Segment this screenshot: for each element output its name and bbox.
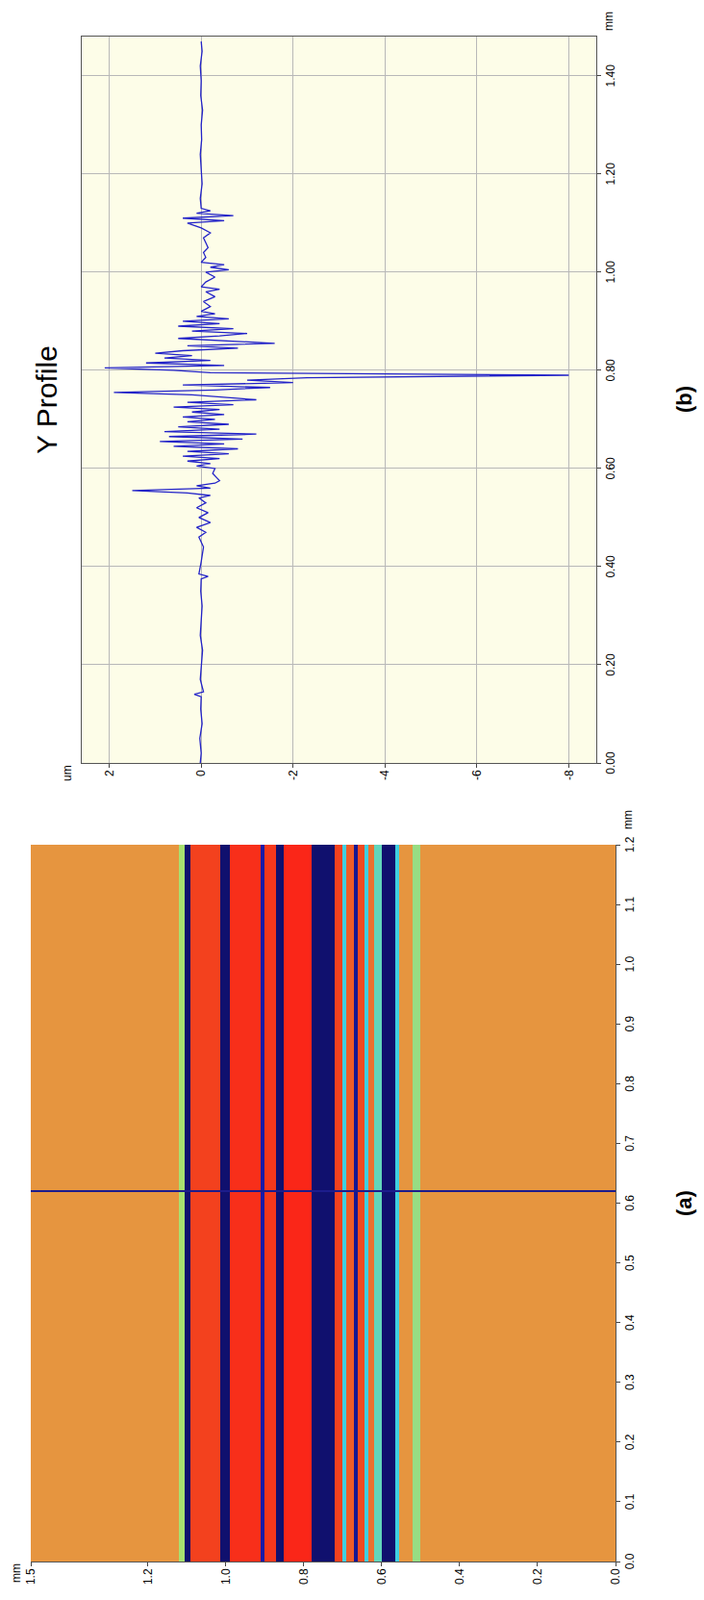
svg-text:-4: -4: [377, 769, 392, 780]
svg-text:mm: mm: [9, 1562, 24, 1583]
svg-text:um: um: [60, 764, 75, 781]
svg-text:0.1: 0.1: [623, 1492, 637, 1509]
svg-text:0.3: 0.3: [623, 1373, 637, 1390]
svg-text:0.4: 0.4: [452, 1567, 467, 1584]
svg-text:mm: mm: [602, 11, 616, 31]
svg-text:0.4: 0.4: [623, 1313, 637, 1331]
svg-text:0.5: 0.5: [623, 1254, 637, 1271]
svg-text:1.0: 1.0: [219, 1567, 233, 1584]
svg-text:1.0: 1.0: [623, 955, 637, 973]
svg-text:0.6: 0.6: [623, 1194, 637, 1211]
svg-text:0.20: 0.20: [603, 653, 618, 677]
svg-text:-2: -2: [286, 769, 301, 780]
svg-text:-8: -8: [562, 769, 577, 780]
svg-text:mm: mm: [621, 809, 635, 830]
svg-text:0.0: 0.0: [608, 1567, 623, 1584]
svg-text:0.7: 0.7: [623, 1134, 637, 1152]
svg-text:(a): (a): [672, 1189, 697, 1216]
svg-text:1.2: 1.2: [141, 1567, 155, 1584]
svg-text:1.20: 1.20: [603, 162, 618, 186]
svg-text:0.00: 0.00: [603, 751, 618, 775]
svg-text:0.40: 0.40: [603, 554, 618, 579]
svg-text:0.9: 0.9: [623, 1015, 637, 1032]
svg-text:(b): (b): [672, 385, 697, 413]
svg-text:0.8: 0.8: [623, 1075, 637, 1092]
svg-text:1.1: 1.1: [623, 895, 637, 912]
svg-text:1.5: 1.5: [24, 1567, 38, 1584]
svg-text:1.00: 1.00: [603, 260, 618, 284]
svg-text:0.2: 0.2: [623, 1433, 637, 1450]
svg-text:0: 0: [194, 769, 208, 777]
svg-text:0.2: 0.2: [530, 1567, 545, 1584]
svg-text:0.60: 0.60: [603, 456, 618, 480]
svg-text:0.0: 0.0: [623, 1552, 637, 1569]
svg-text:0.8: 0.8: [297, 1567, 311, 1584]
svg-text:1.40: 1.40: [603, 64, 618, 88]
svg-text:0.80: 0.80: [603, 358, 618, 382]
svg-text:2: 2: [102, 769, 117, 777]
svg-text:0.6: 0.6: [375, 1567, 389, 1584]
svg-text:Y Profile: Y Profile: [30, 345, 63, 454]
svg-text:-6: -6: [470, 769, 484, 780]
svg-text:1.2: 1.2: [623, 835, 637, 853]
